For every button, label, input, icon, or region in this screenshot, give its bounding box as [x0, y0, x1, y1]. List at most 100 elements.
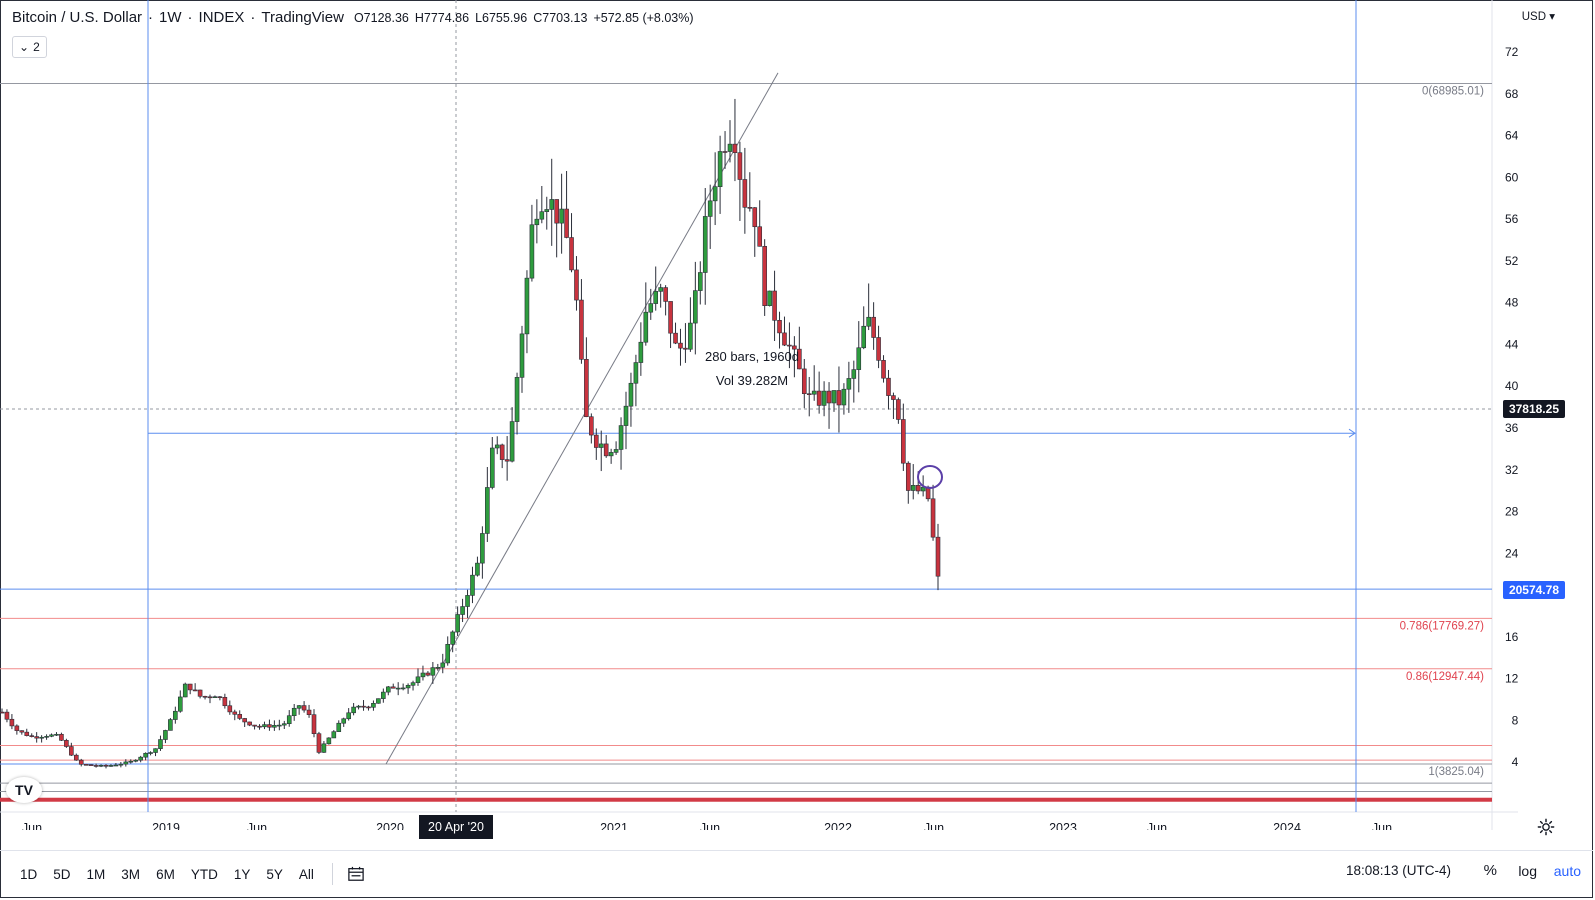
candle-body — [519, 333, 525, 378]
candle-body — [39, 736, 44, 739]
candle-body — [267, 724, 272, 728]
auto-scale-toggle[interactable]: auto — [1553, 863, 1581, 879]
candle-body — [34, 736, 39, 739]
candle-body — [19, 730, 25, 733]
measure-bars-label: 280 bars, 1960d — [705, 349, 799, 364]
open-label: O — [353, 10, 364, 25]
candle-body — [138, 756, 143, 761]
candle-body — [688, 322, 693, 350]
range-button-5y[interactable]: 5Y — [266, 866, 283, 882]
time-axis-tick: 2023 — [1049, 821, 1077, 830]
candle-body — [410, 682, 416, 686]
indicators-toggle[interactable]: ⌄ 2 — [12, 36, 47, 58]
candle-body — [787, 344, 792, 347]
candle-body — [806, 393, 812, 396]
log-scale-toggle[interactable]: log — [1518, 863, 1537, 879]
symbol-name[interactable]: Bitcoin / U.S. Dollar — [12, 9, 143, 26]
candle-body — [455, 614, 460, 633]
candle-body — [613, 449, 619, 453]
currency-selector[interactable]: USD ▾ — [1522, 9, 1555, 23]
bottom-toolbar: 1D 5D 1M 3M 6M YTD 1Y 5Y All 18:08:13 (U… — [0, 850, 1593, 897]
range-button-all[interactable]: All — [298, 866, 314, 882]
candle-body — [905, 462, 911, 491]
candle-body — [78, 759, 84, 765]
candle-body — [747, 207, 753, 209]
candle-body — [158, 739, 163, 749]
chart-area[interactable]: 72000.00 68000.00 64000.00 60000.00 56000.00… — [0, 0, 1518, 830]
time-axis-tick: 2019 — [152, 821, 180, 830]
candle-body — [707, 200, 713, 217]
percent-scale-toggle[interactable]: % — [1483, 862, 1497, 879]
range-button-3m[interactable]: 3M — [121, 866, 141, 882]
candle-body — [346, 712, 351, 720]
range-button-1m[interactable]: 1M — [86, 866, 106, 882]
candle-body — [440, 662, 446, 668]
candle-body — [579, 299, 584, 360]
range-button-1y[interactable]: 1Y — [233, 866, 251, 882]
candle-body — [242, 718, 247, 723]
ohlc-values: O7128.36 H7774.86 L6755.96 C7703.13 +572… — [354, 11, 694, 25]
high-label: H — [414, 10, 424, 25]
candle-body — [435, 667, 441, 669]
candle-body — [554, 199, 559, 224]
candle-body — [628, 382, 634, 407]
candle-body — [821, 390, 827, 406]
candle-body — [83, 764, 89, 766]
calendar-range-icon[interactable] — [347, 866, 365, 882]
candle-body — [470, 574, 475, 596]
tradingview-logo-icon[interactable]: TV — [6, 777, 42, 803]
candle-body — [886, 377, 891, 396]
interval-label[interactable]: 1W — [159, 9, 182, 26]
price-axis-tick: 52000.00 — [1505, 254, 1518, 268]
candle-body — [153, 748, 158, 753]
candle-body — [445, 644, 451, 664]
price-chart[interactable]: 72000.00 68000.00 64000.00 60000.00 56000.00… — [0, 0, 1518, 830]
candle-body — [861, 325, 867, 349]
price-axis-tick: 44000.00 — [1505, 337, 1518, 351]
candle-body — [633, 362, 639, 384]
candle-body — [524, 277, 530, 335]
candle-body — [915, 485, 921, 492]
candle-body — [306, 709, 312, 715]
trend-line — [385, 72, 779, 765]
range-button-ytd[interactable]: YTD — [190, 866, 218, 882]
candle-body — [222, 696, 228, 707]
time-axis-tick: Jun — [924, 821, 944, 830]
range-button-6m[interactable]: 6M — [156, 866, 175, 882]
marker-circle — [917, 465, 943, 489]
candle-body — [49, 734, 54, 737]
candle-body — [876, 337, 881, 361]
price-axis-tick: 48000.00 — [1505, 296, 1518, 310]
candle-body — [782, 332, 787, 346]
range-button-1d[interactable]: 1D — [20, 866, 38, 882]
candle-body — [390, 686, 396, 689]
candle-body — [331, 731, 337, 739]
price-axis-tick: 16000.00 — [1505, 630, 1518, 644]
fib-level-band — [0, 797, 1492, 802]
candle-body — [549, 199, 555, 210]
range-buttons: 1D 5D 1M 3M 6M YTD 1Y 5Y All — [12, 867, 322, 882]
candle-body — [395, 687, 401, 690]
candle-body — [98, 764, 104, 767]
candle-body — [405, 684, 411, 689]
price-axis-tick: 40000.00 — [1505, 379, 1518, 393]
clock-timezone[interactable]: 18:08:13 (UTC-4) — [1345, 863, 1451, 878]
range-button-5d[interactable]: 5D — [53, 866, 71, 882]
candle-body — [88, 764, 94, 766]
candle-body — [489, 447, 495, 488]
candle-body — [752, 207, 758, 228]
close-value: 7703.13 — [542, 10, 588, 25]
candle-body — [871, 316, 876, 338]
candle-body — [702, 216, 708, 273]
candle-body — [73, 754, 79, 761]
candle-body — [598, 443, 604, 448]
candle-body — [227, 705, 233, 713]
price-axis-tick: 64000.00 — [1505, 129, 1518, 143]
candle-body — [430, 667, 436, 676]
candle-body — [901, 419, 906, 464]
gear-icon[interactable] — [1537, 818, 1555, 836]
candle-body — [846, 378, 852, 390]
candle-body — [123, 761, 129, 765]
candle-body — [732, 143, 738, 154]
candle-body — [757, 226, 763, 247]
